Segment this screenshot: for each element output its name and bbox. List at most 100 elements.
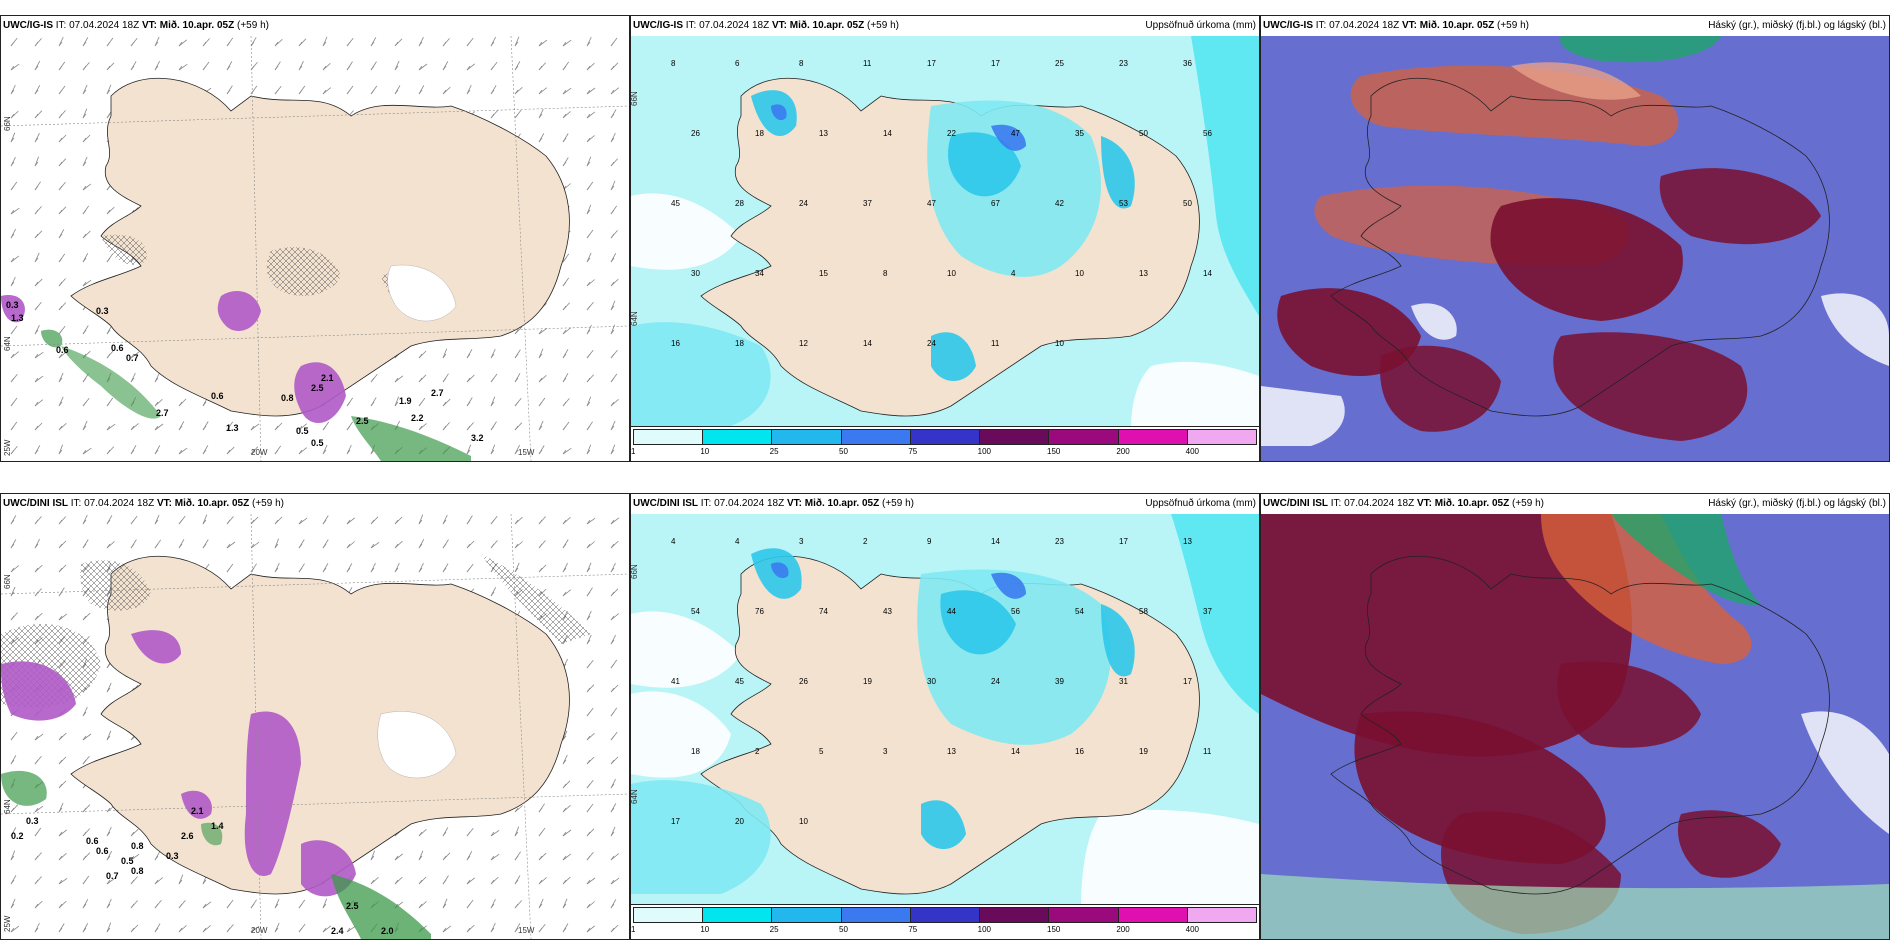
wind-barb-flag xyxy=(466,89,471,95)
value-label: 2.5 xyxy=(311,383,324,393)
wind-barb-flag xyxy=(178,401,183,407)
wind-barb-flag xyxy=(34,879,39,885)
wind-barb-flag xyxy=(82,281,87,287)
legend-swatch xyxy=(980,908,1050,922)
wind-barb-flag xyxy=(538,807,543,813)
wind-barb-flag xyxy=(274,543,279,549)
wind-barb-flag xyxy=(394,401,399,407)
it-value: 07.04.2024 18Z xyxy=(1344,498,1415,509)
wind-barb-flag xyxy=(82,233,87,239)
wind-barb-flag xyxy=(34,735,39,741)
precip-value-labels: 8 6 8 11 17 17 25 23 36 26 18 13 14 22 47 35 50 56 45 28 24 3… xyxy=(671,59,1212,348)
wind-barb-flag xyxy=(538,543,543,549)
wind-barb-flag xyxy=(298,449,303,455)
wind-barb-flag xyxy=(586,161,591,167)
value-label: 30 xyxy=(927,677,936,686)
wind-barb xyxy=(34,399,44,407)
wind-barb-flag xyxy=(130,543,135,549)
wind-barb-flag xyxy=(58,449,63,455)
wind-barb xyxy=(394,853,404,861)
wind-barb-flag xyxy=(82,735,87,741)
lat-66-label: 66N xyxy=(3,116,12,131)
wind-barb-flag xyxy=(490,591,495,597)
hatched-area xyxy=(266,247,341,296)
wind-barb-flag xyxy=(322,519,327,525)
value-label: 14 xyxy=(991,537,1000,546)
wind-barb-flag xyxy=(34,567,39,573)
panel-wind-row1: UWC/IG-IS IT: 07.04.2024 18Z VT: Mið. 10… xyxy=(0,15,630,462)
wind-barb-flag xyxy=(562,89,567,95)
wind-barb xyxy=(58,613,68,621)
value-label: 24 xyxy=(927,339,936,348)
panel-precip-row2: UWC/DINI ISL IT: 07.04.2024 18Z VT: Mið.… xyxy=(630,493,1260,940)
value-label: 2.1 xyxy=(321,373,334,383)
wind-barb-flag xyxy=(538,401,543,407)
wind-barb xyxy=(82,279,92,287)
wind-barb-flag xyxy=(34,305,39,311)
wind-barb-flag xyxy=(466,903,471,909)
wind-barb-flag xyxy=(202,449,207,455)
panel-header: UWC/DINI ISL IT: 07.04.2024 18Z VT: Mið.… xyxy=(631,494,1259,514)
rain-area xyxy=(201,822,223,846)
value-label: 1.3 xyxy=(11,313,24,323)
wind-barb-flag xyxy=(274,89,279,95)
wind-barb-flag xyxy=(298,519,303,525)
legend-swatch xyxy=(910,430,981,444)
wind-barb-flag xyxy=(394,65,399,71)
wind-barb-flag xyxy=(586,639,591,645)
value-label: 13 xyxy=(819,129,828,138)
wind-barb-flag xyxy=(610,663,615,669)
wind-barb xyxy=(298,423,308,431)
legend-swatch xyxy=(1118,430,1188,444)
wind-barb xyxy=(106,423,116,431)
legend-label: 400 xyxy=(1185,925,1200,934)
wind-barb-flag xyxy=(106,257,111,263)
value-label: 0.2 xyxy=(11,831,24,841)
wind-barb-flag xyxy=(490,831,495,837)
wind-barb xyxy=(346,925,356,933)
wind-barb-flag xyxy=(586,855,591,861)
wind-barb-flag xyxy=(202,879,207,885)
lat-64-label: 64N xyxy=(630,311,639,326)
legend-label: 50 xyxy=(839,925,848,934)
wind-barb xyxy=(10,132,16,143)
wind-barb xyxy=(10,207,20,215)
iceland-outline xyxy=(1330,555,1830,895)
vt-label: VT: xyxy=(141,20,157,31)
wind-barb-flag xyxy=(610,615,615,621)
value-label: 2.5 xyxy=(356,416,369,426)
wind-barb-flag xyxy=(154,543,159,549)
value-label: 18 xyxy=(735,339,744,348)
value-label: 17 xyxy=(1183,677,1192,686)
wind-barb-flag xyxy=(154,879,159,885)
value-label: 45 xyxy=(671,199,680,208)
wind-barb-flag xyxy=(610,305,615,311)
wind-barb-flag xyxy=(490,449,495,455)
wind-barb-flag xyxy=(10,113,15,119)
value-label: 56 xyxy=(1011,607,1020,616)
wind-barb-flag xyxy=(298,543,303,549)
wind-barb-flag xyxy=(82,425,87,431)
wind-barb-flag xyxy=(346,425,351,431)
wind-barb-flag xyxy=(514,449,519,455)
wind-barb-flag xyxy=(58,161,63,167)
lat-66-label: 66N xyxy=(630,91,639,106)
value-label: 0.6 xyxy=(56,345,69,355)
it-label: IT: xyxy=(685,20,697,31)
value-label: 24 xyxy=(991,677,1000,686)
wind-barb-flag xyxy=(202,543,207,549)
wind-barb-flag xyxy=(442,89,447,95)
panel-title: Háský (gr.), miðský (fj.bl.) og lágský (… xyxy=(1708,20,1886,31)
snow-area xyxy=(294,362,346,423)
value-label: 0.7 xyxy=(106,871,119,881)
cloud-map-svg xyxy=(1261,36,1889,461)
wind-barb-flag xyxy=(298,65,303,71)
wind-barb-flag xyxy=(202,425,207,431)
legend-label: 10 xyxy=(700,447,710,456)
wind-barb-flag xyxy=(610,281,615,287)
wind-barb-flag xyxy=(58,615,63,621)
wind-barb-flag xyxy=(10,425,15,431)
wind-barb-flag xyxy=(58,113,63,119)
wind-barb-flag xyxy=(370,89,375,95)
wind-barb-flag xyxy=(10,89,15,95)
